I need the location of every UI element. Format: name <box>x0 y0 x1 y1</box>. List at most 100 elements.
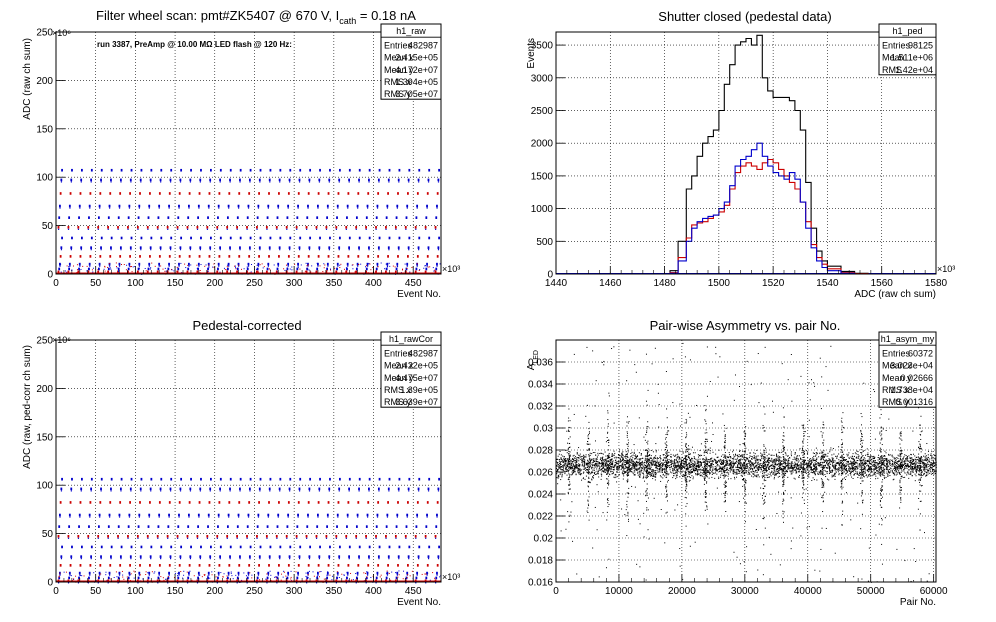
data-point <box>78 525 80 528</box>
data-point <box>183 570 185 572</box>
data-point <box>703 464 705 466</box>
data-point <box>642 462 644 464</box>
data-point <box>367 574 369 576</box>
data-point <box>319 168 321 172</box>
data-point <box>75 575 77 577</box>
data-point <box>666 459 668 461</box>
data-point <box>857 460 859 462</box>
data-point <box>782 480 784 482</box>
data-point <box>625 472 627 474</box>
data-point <box>235 268 237 270</box>
data-point <box>585 463 587 465</box>
data-point <box>651 471 653 473</box>
data-point <box>618 461 620 463</box>
data-point <box>638 464 640 466</box>
data-point <box>238 501 241 504</box>
data-point <box>556 465 558 467</box>
data-point <box>714 468 716 470</box>
data-point <box>821 467 823 469</box>
data-point <box>80 246 83 249</box>
data-point <box>217 571 220 575</box>
data-point <box>883 468 885 470</box>
data-point <box>69 255 72 258</box>
x-tick-label-rawcor: 250 <box>246 586 263 597</box>
data-point <box>61 236 63 240</box>
data-point <box>830 447 832 449</box>
data-point <box>645 471 647 473</box>
data-point <box>687 473 689 475</box>
data-point <box>621 472 623 474</box>
data-point <box>385 226 387 229</box>
data-point <box>806 453 808 455</box>
data-point <box>583 456 585 458</box>
data-point <box>867 470 869 472</box>
data-point <box>917 465 919 467</box>
data-point <box>72 265 74 267</box>
data-point <box>924 453 926 455</box>
data-point <box>249 477 252 481</box>
data-point <box>830 472 832 474</box>
plot-frame-raw <box>55 31 442 275</box>
data-point <box>147 216 150 219</box>
data-point <box>375 226 377 229</box>
data-point <box>345 537 347 539</box>
data-point <box>398 168 401 172</box>
data-point <box>619 460 621 462</box>
data-point <box>166 226 169 229</box>
data-point <box>570 460 572 462</box>
data-point <box>805 469 807 471</box>
stats-key: Entries <box>384 348 413 358</box>
data-point <box>806 469 808 471</box>
data-point <box>611 464 613 466</box>
data-point <box>179 490 182 492</box>
data-point <box>285 535 288 538</box>
data-point <box>922 459 924 461</box>
data-point <box>777 476 779 478</box>
data-point <box>900 462 902 464</box>
data-point <box>407 564 409 567</box>
data-point <box>128 265 131 267</box>
data-point <box>879 463 881 465</box>
data-point <box>560 467 562 469</box>
stats-key: Mean x <box>384 53 414 63</box>
data-point <box>902 477 904 479</box>
data-point <box>693 456 695 458</box>
data-point <box>269 168 272 172</box>
data-point <box>923 468 925 470</box>
data-point <box>687 475 689 477</box>
data-point <box>336 571 339 575</box>
data-point <box>117 525 120 528</box>
data-point <box>395 572 397 574</box>
data-point <box>347 579 349 581</box>
data-point <box>677 461 679 463</box>
data-point <box>378 236 381 240</box>
data-point <box>267 265 269 267</box>
data-point <box>929 472 931 474</box>
data-point <box>913 462 915 464</box>
data-point <box>367 207 369 209</box>
data-point <box>217 267 219 271</box>
data-point <box>398 477 401 481</box>
data-point <box>58 576 60 578</box>
data-point <box>306 265 308 267</box>
data-point <box>127 535 129 538</box>
data-point <box>189 246 192 249</box>
data-point <box>130 545 133 549</box>
data-point <box>406 571 409 575</box>
data-point <box>406 262 409 266</box>
data-point <box>346 571 349 575</box>
data-point <box>142 578 144 580</box>
data-point <box>556 477 558 479</box>
data-point <box>439 263 441 265</box>
data-point <box>220 572 222 574</box>
data-point <box>579 456 581 458</box>
data-point <box>914 480 916 482</box>
data-point <box>345 535 348 538</box>
data-point <box>427 490 430 492</box>
data-point <box>700 468 702 470</box>
data-point <box>877 457 879 459</box>
data-point <box>408 558 410 560</box>
data-point <box>692 469 694 471</box>
data-point <box>315 226 318 229</box>
data-point <box>110 246 112 249</box>
